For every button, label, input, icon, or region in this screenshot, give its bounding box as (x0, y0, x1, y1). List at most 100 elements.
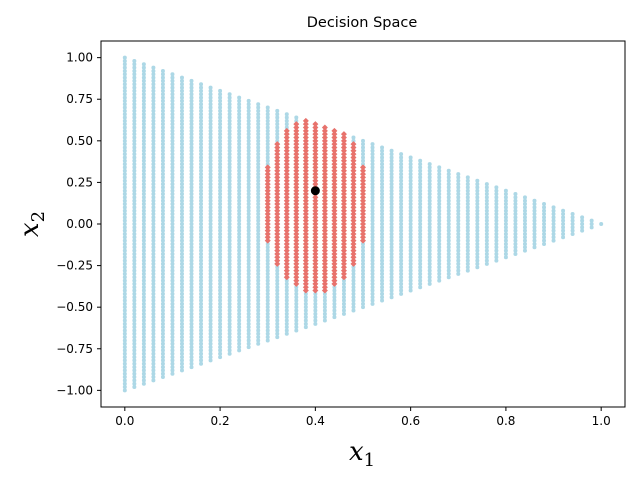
selected-point (312, 277, 319, 284)
decision-point (370, 218, 375, 223)
decision-point (151, 188, 156, 193)
decision-point (246, 158, 251, 163)
x-tick-label: 1.0 (592, 414, 611, 428)
decision-point (494, 235, 499, 240)
decision-point (170, 205, 175, 210)
decision-point (532, 241, 537, 246)
decision-point (132, 241, 137, 246)
decision-point (437, 175, 442, 180)
selected-point (302, 284, 309, 291)
selected-point (293, 264, 300, 271)
decision-point (199, 275, 204, 280)
decision-point (189, 158, 194, 163)
decision-point (189, 271, 194, 276)
decision-point (179, 311, 184, 316)
decision-point (160, 198, 165, 203)
decision-point (361, 145, 365, 150)
decision-point (427, 222, 432, 226)
decision-point (532, 231, 537, 236)
decision-point (122, 152, 127, 157)
x-axis-label-base: x (349, 437, 364, 467)
selected-point (293, 141, 300, 148)
selected-point (302, 157, 309, 164)
decision-point (351, 271, 356, 276)
decision-point (170, 321, 175, 326)
decision-point (151, 102, 156, 107)
decision-point (227, 235, 232, 240)
decision-point (208, 198, 213, 203)
decision-point (465, 228, 470, 233)
decision-point (170, 325, 175, 330)
decision-point (503, 195, 508, 200)
decision-point (380, 155, 385, 160)
decision-point (351, 295, 356, 300)
decision-point (494, 231, 499, 236)
decision-point (151, 251, 156, 256)
decision-point (389, 162, 394, 167)
decision-point (179, 185, 184, 190)
decision-point (141, 321, 146, 326)
decision-point (361, 305, 365, 310)
selected-point (340, 230, 347, 237)
decision-point (227, 172, 232, 177)
decision-point (199, 238, 204, 243)
selected-point (331, 151, 338, 158)
decision-point (361, 251, 365, 256)
decision-point (275, 321, 280, 326)
decision-point (208, 275, 213, 280)
decision-point (160, 115, 165, 120)
decision-point (208, 142, 213, 147)
selected-point (321, 194, 328, 201)
selected-point (340, 147, 347, 154)
plot-points (122, 55, 604, 393)
decision-point (275, 291, 280, 296)
decision-point (341, 301, 346, 306)
selected-point (274, 174, 281, 181)
selected-point (331, 270, 338, 277)
decision-point (189, 248, 194, 253)
decision-point (446, 261, 451, 266)
decision-point (389, 288, 394, 293)
decision-point (246, 295, 251, 300)
decision-point (160, 281, 165, 286)
selected-point (302, 221, 309, 227)
decision-point (484, 202, 489, 207)
decision-point (141, 188, 146, 193)
decision-point (170, 345, 175, 350)
decision-point (227, 222, 232, 226)
decision-point (179, 162, 184, 167)
selected-point (340, 217, 347, 224)
decision-point (246, 291, 251, 296)
selected-point (283, 230, 290, 237)
decision-point (399, 255, 404, 260)
decision-point (237, 178, 242, 183)
y-tick-label: −0.25 (56, 259, 93, 273)
decision-point (132, 301, 137, 306)
decision-point (389, 218, 394, 223)
selected-point (331, 217, 338, 224)
decision-point (256, 185, 261, 190)
decision-point (208, 348, 213, 353)
decision-point (122, 271, 127, 276)
decision-point (437, 208, 442, 213)
decision-point (132, 245, 137, 250)
decision-point (380, 165, 385, 170)
decision-point (227, 278, 232, 283)
decision-point (246, 305, 251, 310)
selected-point (340, 247, 347, 254)
decision-point (218, 335, 223, 340)
decision-point (408, 288, 413, 293)
decision-point (151, 305, 156, 310)
decision-point (122, 192, 127, 197)
decision-point (179, 295, 184, 300)
decision-point (122, 155, 127, 160)
decision-point (446, 245, 451, 250)
decision-point (170, 278, 175, 283)
decision-point (179, 95, 184, 100)
decision-point (237, 125, 242, 130)
decision-point (456, 265, 461, 270)
selected-point (302, 211, 309, 218)
decision-point (132, 218, 137, 223)
decision-point (246, 308, 251, 313)
selected-point (274, 181, 281, 188)
